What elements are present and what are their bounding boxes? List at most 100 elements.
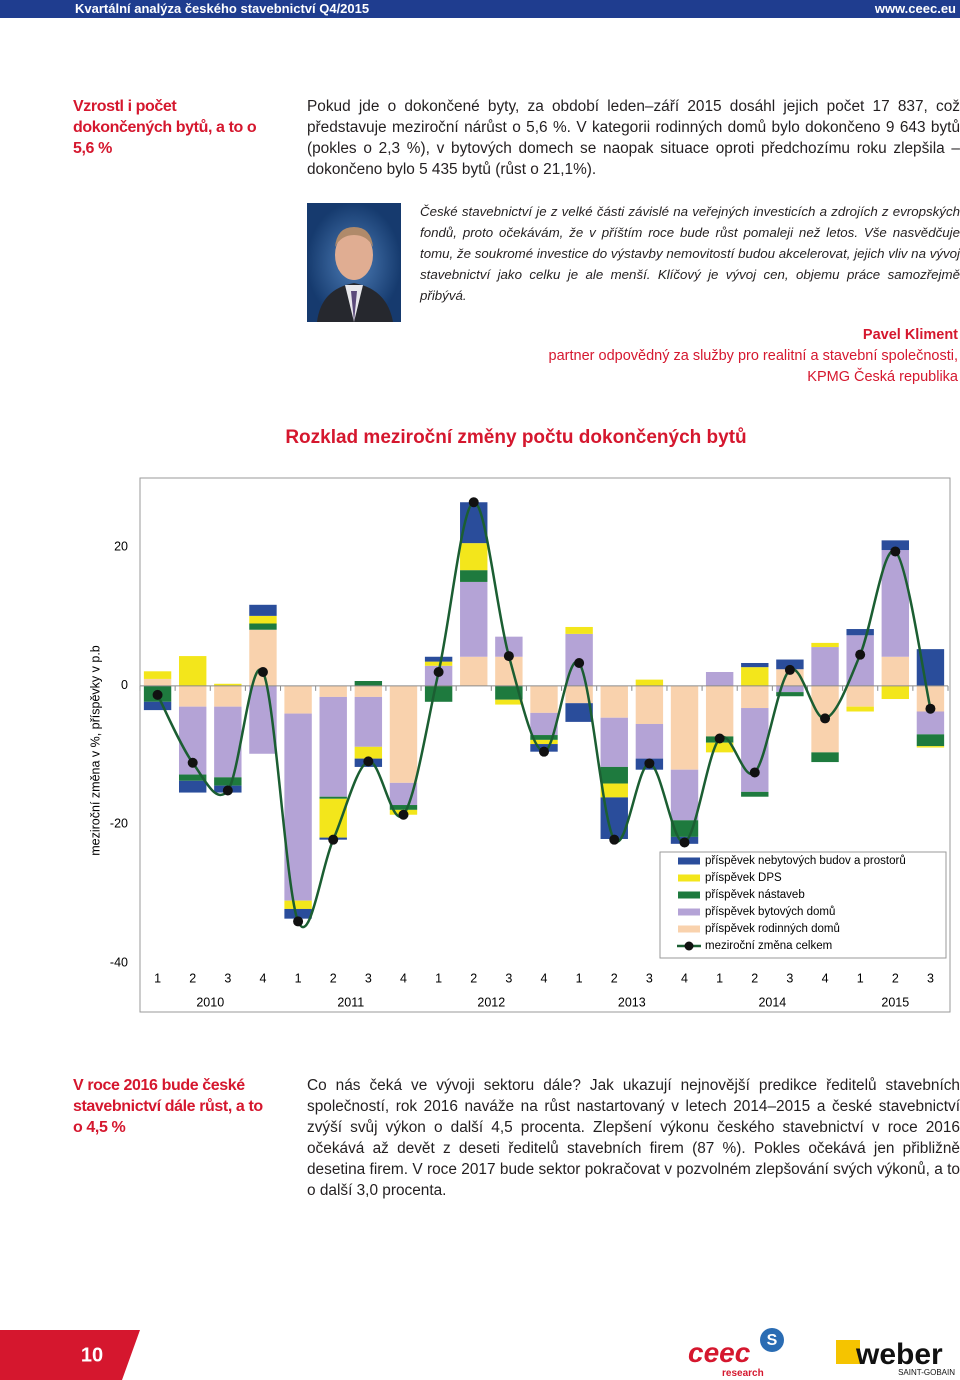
bar-segment: [635, 685, 664, 724]
legend-label: příspěvek DPS: [705, 872, 782, 884]
year-label: 2011: [337, 995, 364, 1009]
bar-segment: [178, 685, 207, 707]
x-tick-label: 2: [751, 971, 758, 985]
x-tick-label: 3: [365, 971, 372, 985]
quote-author: Pavel Kliment: [862, 327, 958, 343]
year-label: 2010: [196, 995, 224, 1009]
page-number-box: [0, 1330, 140, 1380]
bar-segment: [460, 543, 488, 571]
line-marker: [784, 664, 795, 675]
x-tick-label: 2: [330, 971, 337, 985]
line-marker: [890, 546, 901, 557]
bar-segment: [284, 908, 312, 919]
bar-segment: [214, 706, 242, 778]
footer: 10 S ceec research weber SAINT-GOBAIN: [0, 1328, 955, 1380]
legend-swatch: [678, 891, 700, 899]
bar-segment: [881, 550, 910, 657]
bar-segment: [214, 683, 242, 686]
x-tick-label: 3: [505, 971, 512, 985]
bar-segment: [705, 685, 734, 737]
line-marker: [574, 657, 585, 668]
bar-segment: [460, 581, 488, 657]
bar-segment: [776, 659, 804, 670]
bar-segment: [249, 604, 277, 616]
bar-segment: [600, 717, 628, 767]
bar-segment: [460, 570, 488, 582]
paragraph: Pokud jde o dokončené byty, za období le…: [307, 98, 960, 178]
legend-swatch: [678, 874, 700, 882]
quote-company: KPMG Česká republika: [807, 369, 958, 385]
page-number: 10: [81, 1344, 103, 1366]
bar-segment: [354, 746, 383, 759]
bar-segment: [600, 766, 628, 784]
line-marker: [257, 667, 268, 677]
line-marker: [749, 767, 760, 778]
logo-ceec-sub: research: [722, 1368, 764, 1379]
bar-segment: [143, 671, 172, 679]
x-tick-label: 4: [400, 971, 407, 985]
line-marker: [398, 809, 409, 820]
bar-segment: [214, 685, 242, 707]
portrait-photo: [307, 203, 401, 322]
x-tick-label: 2: [611, 971, 618, 985]
x-tick-label: 2: [470, 971, 477, 985]
bar-segment: [178, 774, 207, 781]
bar-segment: [600, 783, 628, 798]
x-tick-label: 4: [822, 971, 829, 985]
y-tick-label: -40: [110, 955, 128, 969]
line-marker: [468, 497, 479, 508]
legend-marker: [684, 941, 694, 951]
legend-swatch: [678, 908, 700, 916]
bar-segment: [495, 656, 523, 686]
y-tick-label: -20: [110, 817, 128, 831]
x-tick-label: 3: [224, 971, 231, 985]
bar-segment: [460, 656, 488, 686]
line-marker: [644, 758, 655, 769]
bar-segment: [249, 629, 277, 686]
year-label: 2015: [881, 995, 909, 1009]
bar-segment: [249, 623, 277, 630]
bar-segment: [495, 636, 523, 657]
bar-segment: [811, 647, 839, 686]
bar-segment: [635, 679, 664, 686]
bar-segment: [530, 712, 558, 736]
bar-segment: [846, 685, 874, 707]
line-marker: [293, 916, 304, 927]
x-tick-label: 4: [541, 971, 548, 985]
bar-segment: [354, 681, 383, 686]
x-tick-label: 1: [295, 971, 302, 985]
year-label: 2013: [618, 995, 646, 1009]
bar-segment: [319, 696, 347, 797]
bar-segment: [881, 656, 910, 686]
bar-segment: [916, 734, 945, 747]
x-tick-label: 1: [154, 971, 161, 985]
sidebar-heading: V roce 2016 bude české stavebnictví dále…: [73, 1077, 263, 1136]
bar-segment: [705, 672, 734, 686]
year-label: 2014: [758, 995, 786, 1009]
x-tick-label: 1: [857, 971, 864, 985]
bar-segment: [741, 791, 769, 797]
bar-segment: [741, 667, 769, 686]
bar-segment: [354, 685, 383, 697]
bar-segment: [319, 798, 347, 838]
bar-segment: [424, 656, 453, 662]
line-marker: [152, 689, 163, 700]
bar-segment: [178, 780, 207, 793]
bar-segment: [214, 777, 242, 786]
legend-label: příspěvek rodinných domů: [705, 923, 840, 935]
line-marker: [609, 834, 620, 845]
bar-segment: [600, 685, 628, 718]
bar-segment: [424, 661, 453, 666]
line-marker: [820, 713, 831, 724]
header-bar: [0, 0, 960, 18]
bar-segment: [389, 685, 418, 783]
bar-segment: [811, 752, 839, 763]
line-marker: [503, 651, 514, 662]
bar-segment: [741, 685, 769, 709]
header-url[interactable]: www.ceec.eu: [874, 1, 956, 16]
legend-label: příspěvek nebytových budov a prostorů: [705, 855, 906, 867]
header-title: Kvartální analýza českého stavebnictví Q…: [75, 1, 370, 16]
bar-segment: [881, 685, 910, 700]
bar-segment: [249, 615, 277, 624]
bar-segment: [811, 642, 839, 648]
